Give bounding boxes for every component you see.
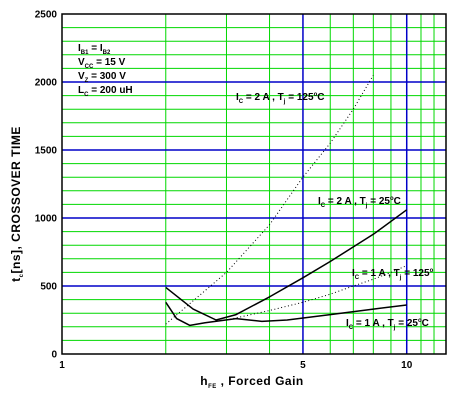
major-grid xyxy=(62,14,446,354)
y-tick-label: 1000 xyxy=(35,214,58,225)
y-tick-label: 0 xyxy=(51,350,57,361)
x-tick-label: 1 xyxy=(59,360,65,371)
x-tick-labels: 1 5 10 xyxy=(59,360,413,371)
series-line-3 xyxy=(226,265,407,321)
series-line-2 xyxy=(165,209,408,321)
condition-line: LC = 200 uH xyxy=(78,85,133,98)
y-axis-title: tc[ns], CROSSOVER TIME xyxy=(9,126,25,282)
series-label-3: IC = 1 A , Tj = 125o xyxy=(352,268,434,281)
plot-frame xyxy=(61,13,447,355)
y-tick-label: 500 xyxy=(40,282,57,293)
series-layer xyxy=(165,74,408,327)
x-axis-title: hFE , Forced Gain xyxy=(200,374,304,390)
condition-line: VCC = 15 V xyxy=(78,57,126,70)
y-tick-label: 2500 xyxy=(35,10,58,21)
x-tick-label: 5 xyxy=(300,360,306,371)
minor-grid xyxy=(62,14,447,354)
series-line-4 xyxy=(165,301,407,327)
series-label-1: IC = 2 A , Tj = 125oC xyxy=(236,92,324,105)
y-tick-label: 1500 xyxy=(35,146,58,157)
y-tick-labels: 0 500 1000 1500 2000 2500 xyxy=(35,10,58,361)
x-tick-label: 10 xyxy=(401,360,413,371)
series-label-2: IC = 2 A , Tj = 25oC xyxy=(318,196,401,209)
series-labels: IC = 2 A , Tj = 125oC IC = 2 A , Tj = 25o… xyxy=(236,92,434,331)
condition-line: VZ = 300 V xyxy=(78,71,126,84)
condition-line: IB1 = IB2 xyxy=(78,43,111,56)
series-label-4: IC = 1 A , Tj = 25oC xyxy=(346,318,429,331)
y-tick-label: 2000 xyxy=(35,78,58,89)
